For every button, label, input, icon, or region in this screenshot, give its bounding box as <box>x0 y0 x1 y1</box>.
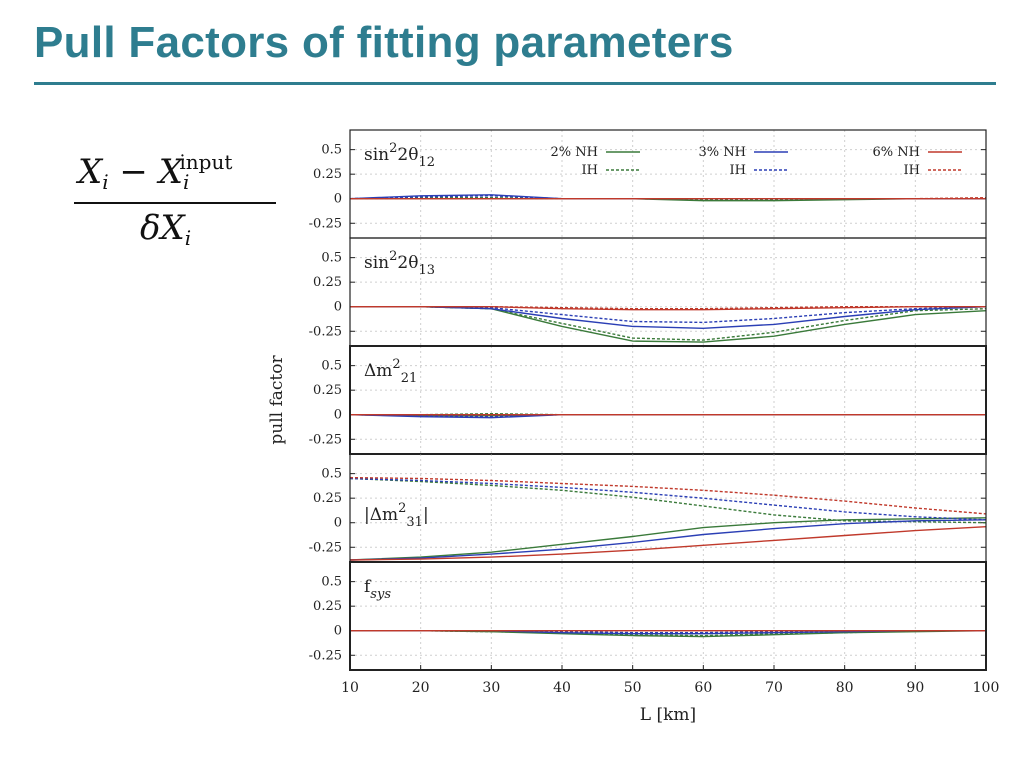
panel-label: |Δm231| <box>364 501 429 530</box>
panel-label: sin22θ12 <box>364 141 435 170</box>
y-tick-label: -0.25 <box>309 540 342 555</box>
y-tick-label: 0.5 <box>321 575 342 590</box>
legend-ih-label: IH <box>730 163 746 178</box>
x-tick-label: 40 <box>553 680 571 696</box>
title-underline <box>34 82 996 85</box>
formula-numerator: Xi − Xiinput <box>78 150 232 194</box>
y-tick-label: 0.25 <box>313 599 342 614</box>
y-tick-label: -0.25 <box>309 648 342 663</box>
panel-frame <box>349 345 987 455</box>
y-tick-label: 0.25 <box>313 491 342 506</box>
y-tick-label: 0 <box>334 408 342 423</box>
formula-x-input: X <box>158 152 183 192</box>
x-tick-label: 30 <box>482 680 500 696</box>
y-tick-label: 0.5 <box>321 143 342 158</box>
formula-delta-x: δX <box>140 208 185 248</box>
y-tick-label: 0.25 <box>313 275 342 290</box>
legend-nh-label: 3% NH <box>699 145 746 160</box>
x-tick-label: 100 <box>973 680 1000 696</box>
y-tick-label: 0.25 <box>313 383 342 398</box>
x-axis-label: L [km] <box>640 705 696 725</box>
pull-factor-chart: 0.5 0.25 0 -0.25 sin22θ12 0.5 0.25 0 -0.25 sin22θ… <box>267 129 1000 725</box>
legend-nh-label: 2% NH <box>551 145 598 160</box>
x-tick-label: 80 <box>836 680 854 696</box>
formula-x-input-sub: i <box>182 170 190 194</box>
formula-denominator: δXi <box>140 208 191 250</box>
panel-label: sin22θ13 <box>364 249 435 278</box>
formula-x-sub: i <box>102 170 109 194</box>
y-tick-label: 0.25 <box>313 167 342 182</box>
y-tick-label: 0.5 <box>321 467 342 482</box>
x-tick-label: 60 <box>694 680 712 696</box>
formula-x-input-sup: input <box>179 150 233 174</box>
x-tick-label: 90 <box>906 680 924 696</box>
legend-nh-label: 6% NH <box>873 145 920 160</box>
y-tick-label: -0.25 <box>309 216 342 231</box>
legend-ih-label: IH <box>904 163 920 178</box>
y-tick-label: 0 <box>334 516 342 531</box>
panel-frame <box>349 237 987 347</box>
x-tick-label: 20 <box>412 680 430 696</box>
series-line <box>349 477 987 521</box>
panel-frame <box>349 561 987 671</box>
series-line <box>349 526 987 561</box>
x-tick-label: 50 <box>624 680 642 696</box>
formula-x: X <box>78 152 103 192</box>
series-line <box>350 197 987 200</box>
series-line <box>349 477 987 524</box>
series-line <box>349 476 987 515</box>
legend-ih-label: IH <box>582 163 598 178</box>
y-tick-label: 0 <box>334 192 342 207</box>
y-tick-label: -0.25 <box>309 432 342 447</box>
y-tick-label: -0.25 <box>309 324 342 339</box>
series-line <box>349 519 987 561</box>
y-tick-label: 0 <box>334 624 342 639</box>
x-tick-label: 10 <box>341 680 359 696</box>
formula-delta-x-sub: i <box>184 226 192 250</box>
panel-frame <box>349 453 987 563</box>
formula-fraction-bar <box>74 202 276 204</box>
y-axis-label: pull factor <box>267 355 287 445</box>
panel-label: Δm221 <box>364 357 417 386</box>
series-line <box>350 306 986 310</box>
series-line <box>349 517 987 561</box>
y-tick-label: 0.5 <box>321 251 342 266</box>
y-tick-label: 0 <box>334 300 342 315</box>
slide-title: Pull Factors of fitting parameters <box>34 18 734 67</box>
formula-minus: − <box>108 152 159 192</box>
pull-factor-formula: Xi − Xiinput δXi <box>74 150 284 250</box>
panel-label: fsys <box>364 577 391 602</box>
x-tick-label: 70 <box>765 680 783 696</box>
y-tick-label: 0.5 <box>321 359 342 374</box>
